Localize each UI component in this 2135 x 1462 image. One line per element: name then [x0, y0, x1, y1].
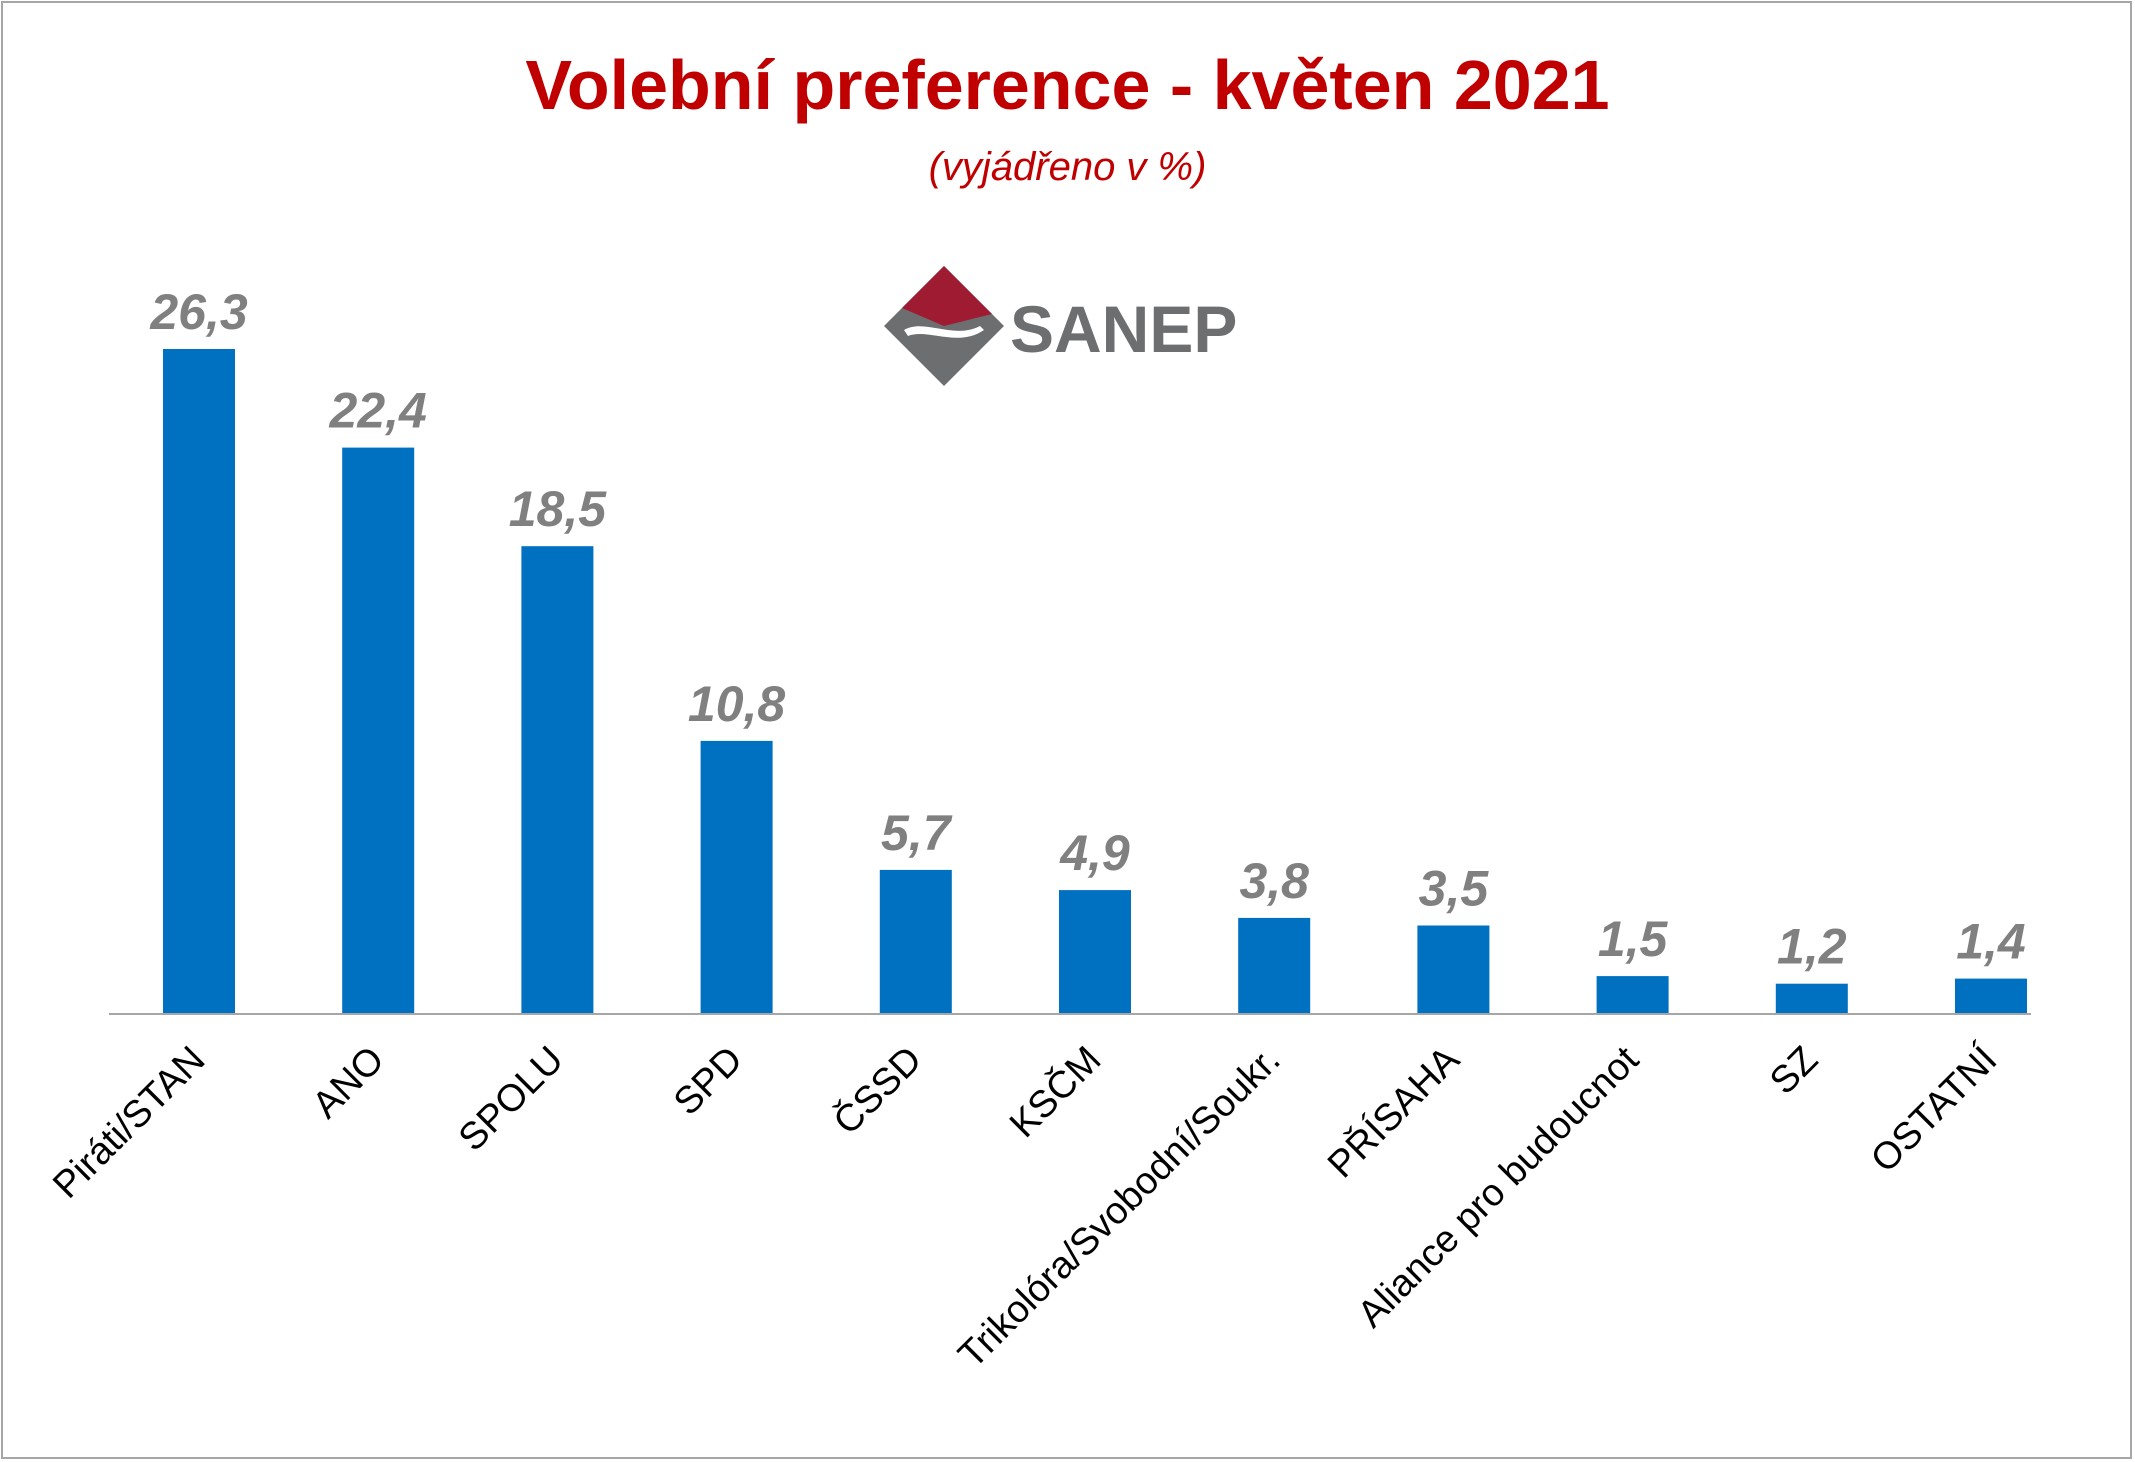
value-label-6: 3,8: [1239, 853, 1309, 909]
sanep-logo-mark: [884, 266, 1004, 386]
value-label-8: 1,5: [1598, 911, 1669, 967]
bar-9: [1775, 983, 1848, 1014]
value-label-1: 22,4: [329, 383, 427, 439]
value-label-10: 1,4: [1956, 914, 2026, 970]
bar-2: [521, 546, 594, 1014]
category-label-2: SPOLU: [451, 1039, 572, 1160]
value-label-2: 18,5: [509, 481, 608, 537]
bar-8: [1596, 976, 1669, 1014]
value-label-4: 5,7: [881, 805, 953, 861]
bar-1: [342, 447, 415, 1015]
bar-7: [1417, 925, 1490, 1014]
category-label-0: Piráti/STAN: [45, 1039, 213, 1207]
bar-0: [163, 349, 235, 1014]
value-label-9: 1,2: [1777, 919, 1847, 975]
category-label-9: SZ: [1762, 1039, 1826, 1103]
value-label-3: 10,8: [688, 676, 786, 732]
category-label-1: ANO: [305, 1039, 393, 1127]
chart-title: Volební preference - květen 2021: [525, 46, 1610, 124]
category-label-3: SPD: [666, 1039, 751, 1124]
bar-10: [1955, 978, 2027, 1014]
value-label-5: 4,9: [1059, 825, 1130, 881]
bar-5: [1059, 890, 1131, 1014]
value-label-7: 3,5: [1419, 861, 1490, 917]
bar-6: [1238, 917, 1311, 1014]
category-label-4: ČSSD: [824, 1037, 930, 1143]
value-label-0: 26,3: [149, 284, 248, 340]
category-label-10: OSTATNÍ: [1862, 1038, 2005, 1181]
bar-3: [700, 740, 773, 1014]
bar-4: [879, 869, 952, 1014]
chart-subtitle: (vyjádřeno v %): [928, 145, 1207, 189]
category-label-7: PŘÍSAHA: [1319, 1037, 1468, 1186]
category-label-5: KSČM: [1001, 1037, 1110, 1146]
category-label-6: Trikolóra/Svobodní/Soukr.: [951, 1039, 1289, 1377]
sanep-logo: SANEP: [884, 266, 1244, 386]
sanep-logo-text: SANEP: [1010, 292, 1237, 366]
